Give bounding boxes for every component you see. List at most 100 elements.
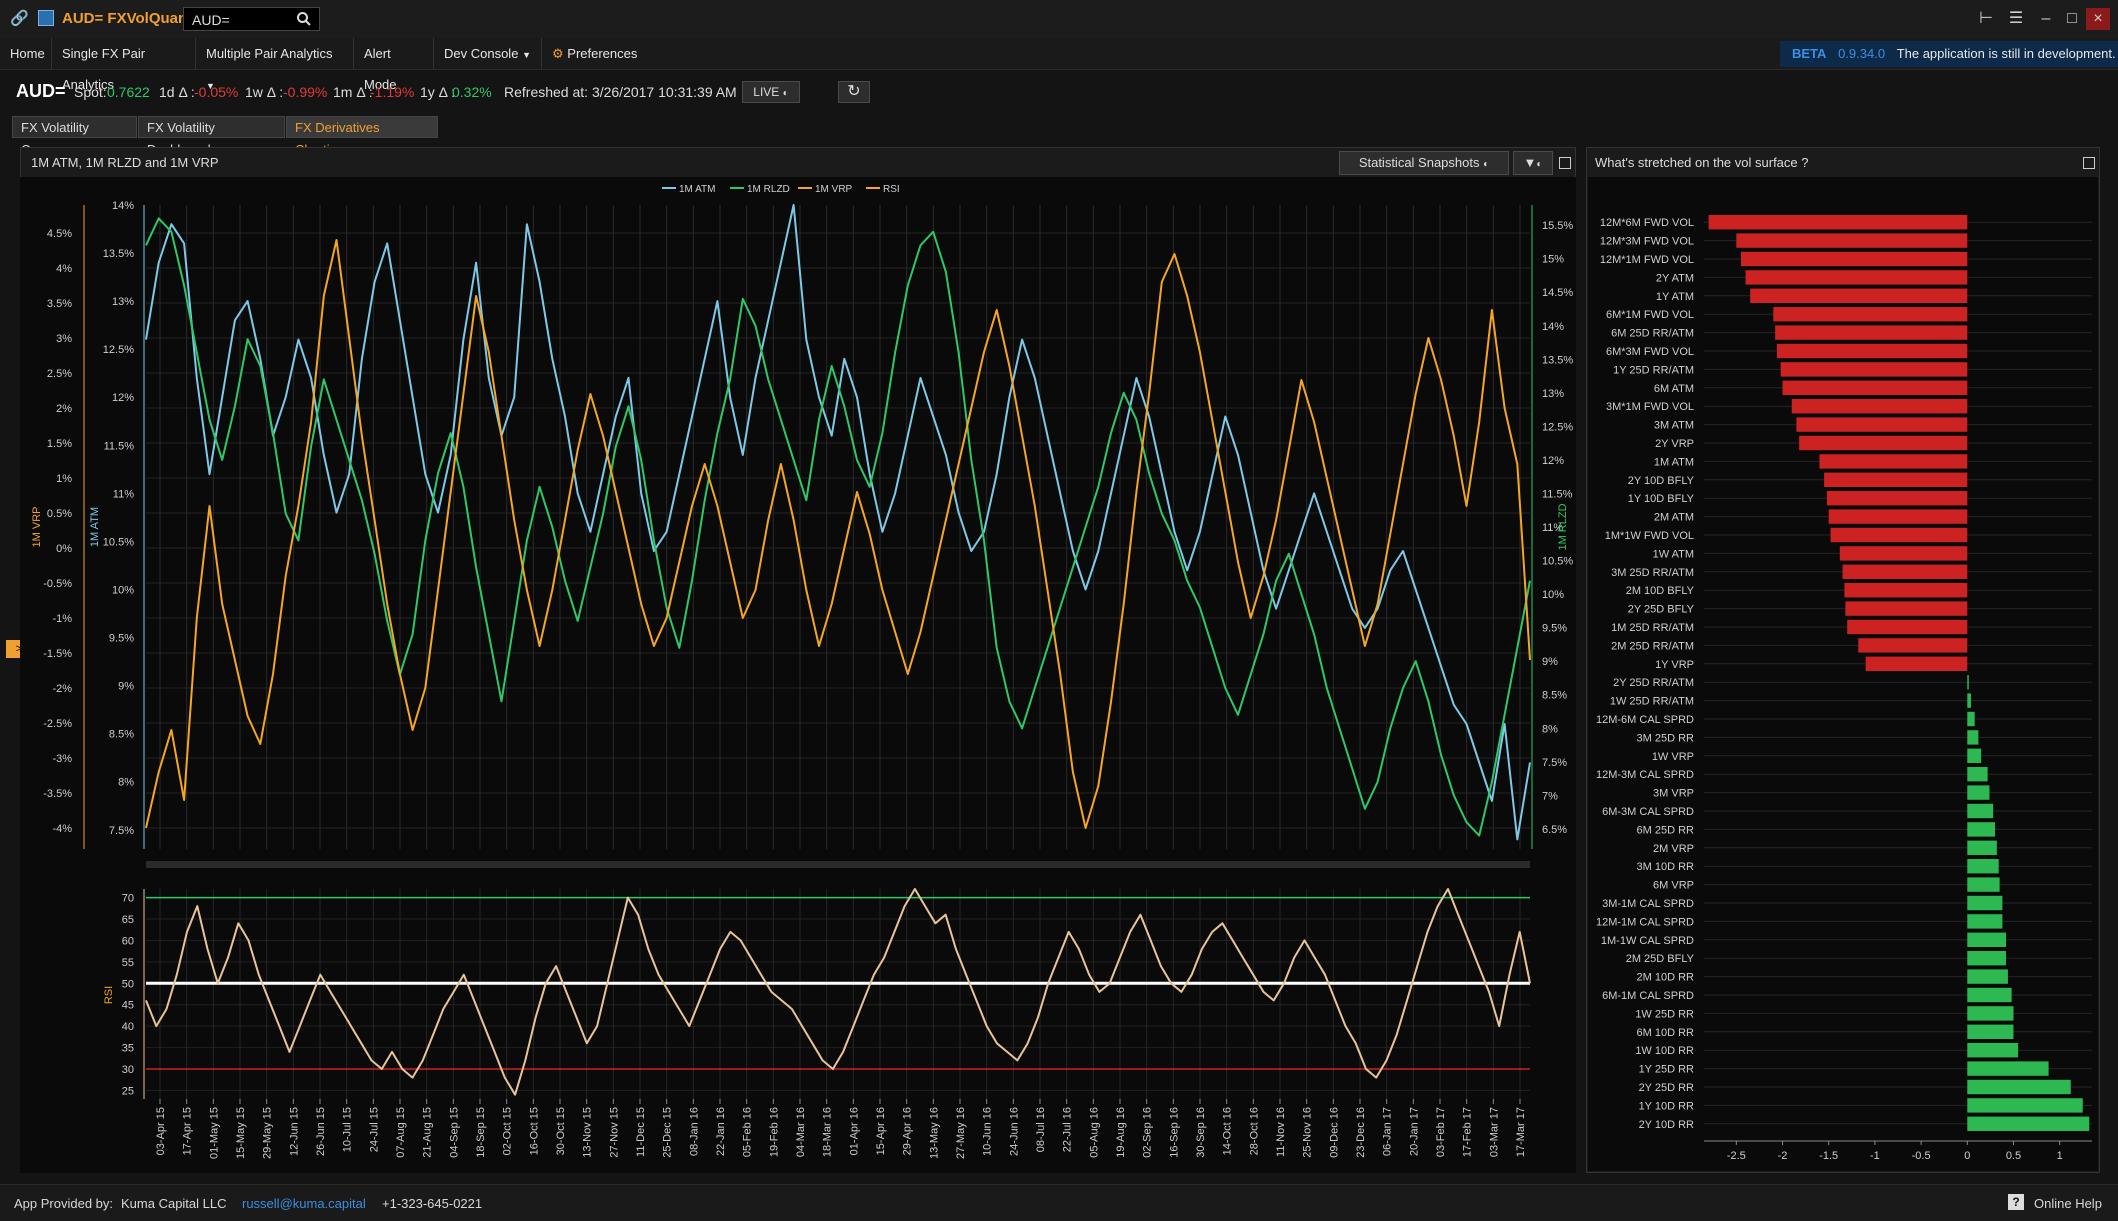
d1-value: -0.05% [194, 84, 239, 100]
maximize-icon[interactable]: □ [2067, 10, 2077, 27]
menu-dev-console[interactable]: Dev Console ▼ [434, 38, 542, 69]
refresh-button[interactable]: ↻ [838, 81, 870, 103]
live-button[interactable]: LIVE ◐ [742, 81, 800, 103]
bar-label: 3M 25D RR [1637, 732, 1695, 744]
atm-tick-label: 10% [112, 584, 134, 596]
bar [1842, 564, 1968, 579]
vrp-tick-label: -4% [52, 823, 72, 835]
filter-button[interactable]: ▼◐ [1513, 151, 1553, 175]
search-icon[interactable] [296, 11, 312, 27]
bar-label: 1Y ATM [1656, 291, 1694, 303]
bar [1967, 895, 2003, 911]
bar [1967, 785, 1990, 800]
menu-multiple-pair-analytics-label: Multiple Pair Analytics [206, 46, 333, 61]
tab-fx-volatility-cones[interactable]: FX Volatility Cones [12, 116, 137, 157]
filter-icon: ▼ [1523, 155, 1537, 170]
atm-axis-label: 1M ATM [89, 507, 101, 547]
x-tick-label: 17-Feb 17 [1462, 1107, 1474, 1157]
minimize-icon[interactable]: – [2041, 10, 2051, 27]
bar [1773, 307, 1968, 322]
toggle-icon: ◐ [1483, 159, 1490, 170]
chart-series [145, 204, 1531, 841]
provider-email-link[interactable]: russell@kuma.capital [242, 1196, 366, 1211]
x-tick-label: 08-Jul 16 [1035, 1107, 1047, 1152]
x-tick-label: 10-Jun 16 [982, 1107, 994, 1156]
tab-fx-derivatives-charting[interactable]: FX Derivatives Charting [286, 116, 438, 157]
menu-preferences[interactable]: ⚙ Preferences [542, 38, 652, 69]
menu-alert-mode[interactable]: Alert Mode [354, 38, 434, 92]
ric-input[interactable]: AUD= [183, 7, 320, 31]
x-tick-label: 11-Dec 15 [635, 1107, 647, 1157]
x-tick-label: 01-Apr 16 [848, 1107, 860, 1155]
bar-x-tick-label: 0.5 [2006, 1150, 2021, 1162]
hamburger-menu-icon[interactable]: ☰ [2008, 10, 2024, 27]
series-line-rlzd [145, 217, 1531, 837]
vol-chart-svg: 1M ATM 1M RLZD 1M VRP RSI 4.5% 4% 3.5% 3% 2.5% 2… [20, 177, 1576, 1173]
vol-chart-title: 1M ATM, 1M RLZD and 1M VRP [31, 155, 219, 170]
close-icon[interactable]: × [2086, 8, 2110, 30]
maximize-panel-icon[interactable] [2083, 157, 2095, 169]
ric-label: AUD= [16, 81, 66, 101]
statistical-snapshots-button[interactable]: Statistical Snapshots ◐ [1339, 151, 1509, 175]
atm-tick-label: 9.5% [109, 633, 134, 645]
atm-tick-label: 12% [112, 392, 134, 404]
vrp-tick-label: 0.5% [47, 508, 72, 520]
bar-x-tick-label: -1 [1870, 1150, 1880, 1162]
x-tick-label: 27-Nov 15 [608, 1107, 620, 1158]
vrp-tick-label: -0.5% [43, 578, 72, 590]
tab-fx-volatility-dashboard[interactable]: FX Volatility Dashboard [138, 116, 285, 157]
bar [1865, 656, 1968, 671]
legend-label-3: RSI [883, 184, 900, 195]
beta-label: BETA [1792, 46, 1827, 61]
chart-legend: 1M ATM 1M RLZD 1M VRP RSI [662, 184, 900, 195]
menu-multiple-pair-analytics[interactable]: Multiple Pair Analytics ▼ [196, 38, 354, 91]
rlzd-tick-label: 10% [1542, 589, 1564, 601]
rsi-tick-label: 35 [122, 1043, 134, 1055]
bar [1776, 343, 1968, 359]
chart-scroll-separator[interactable] [146, 861, 1530, 868]
atm-tick-label: 14% [112, 200, 134, 212]
series-line-atm [145, 204, 1531, 841]
help-icon[interactable]: ? [2008, 1194, 2024, 1210]
bar-label: 3M 25D RR/ATM [1611, 567, 1694, 579]
atm-tick-label: 9% [118, 681, 134, 693]
x-tick-label: 04-Mar 16 [795, 1107, 807, 1157]
x-tick-label: 14-Oct 16 [1222, 1107, 1234, 1155]
bar [1967, 951, 2007, 966]
maximize-panel-icon[interactable] [1559, 157, 1571, 169]
bar-label: 3M 10D RR [1637, 861, 1695, 873]
bar-x-tick-label: -1.5 [1819, 1150, 1838, 1162]
bar [1847, 619, 1968, 635]
bar-label: 2M 25D RR/ATM [1611, 640, 1694, 652]
vrp-tick-label: 3% [56, 333, 72, 345]
bar [1750, 288, 1968, 303]
online-help-link[interactable]: Online Help [2034, 1196, 2102, 1211]
bar-label: 2M 10D BFLY [1626, 585, 1695, 597]
rlzd-tick-label: 11.5% [1542, 488, 1573, 500]
menu-home[interactable]: Home [0, 38, 52, 69]
bar-label: 12M*6M FWD VOL [1600, 217, 1694, 229]
x-tick-label: 09-Dec 16 [1328, 1107, 1340, 1158]
x-tick-label: 19-Feb 16 [768, 1107, 780, 1157]
menu-single-fx-pair-analytics[interactable]: Single FX Pair Analytics [52, 38, 196, 92]
bar-label: 1W 25D RR [1635, 1008, 1694, 1020]
bar-x-tick-label: 1 [2057, 1150, 2063, 1162]
layout-icon[interactable]: ⊢ [1979, 10, 1993, 27]
series-line-vrp [145, 239, 1531, 829]
bar [1967, 822, 1995, 837]
bar [1967, 932, 2007, 947]
rlzd-axis-label: 1M RLZD [1557, 503, 1569, 550]
rsi-tick-label: 25 [122, 1085, 134, 1097]
bar-label: 6M-3M CAL SPRD [1602, 806, 1694, 818]
rlzd-tick-label: 6.5% [1542, 824, 1567, 836]
x-tick-label: 17-Mar 17 [1515, 1107, 1527, 1157]
bar [1844, 583, 1968, 598]
rlzd-tick-label: 14% [1542, 321, 1564, 333]
rsi-axis: 70 65 60 55 50 45 40 35 30 25 RSI [103, 889, 145, 1099]
quote-bar: AUD= Spot: 0.7622 1d Δ : -0.05% 1w Δ : -… [0, 70, 2118, 114]
atm-tick-label: 11.5% [104, 440, 135, 452]
x-tick-label: 24-Jul 15 [368, 1107, 380, 1152]
rsi-tick-label: 40 [122, 1021, 134, 1033]
x-tick-label: 16-Sep 16 [1168, 1107, 1180, 1158]
link-icon[interactable]: 🔗 [10, 10, 29, 27]
